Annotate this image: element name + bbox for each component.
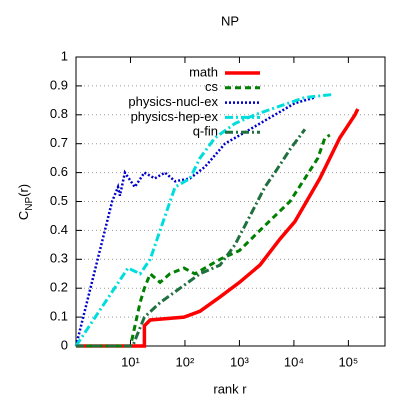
x-tick-label: 10⁴ [284, 354, 304, 369]
y-tick-label: 0.4 [50, 222, 68, 237]
x-tick-label: 10¹ [121, 354, 140, 369]
series-line [74, 93, 333, 347]
y-tick-label: 0.6 [50, 164, 68, 179]
y-tick-label: 0.7 [50, 135, 68, 150]
x-tick-label: 10² [176, 354, 195, 369]
legend-label: physics-hep-ex [131, 109, 219, 124]
y-tick-label: 0.3 [50, 251, 68, 266]
series-line [76, 133, 331, 348]
legend-label: q-fin [193, 124, 218, 139]
y-tick-label: 0.9 [50, 77, 68, 92]
legend-label: physics-nucl-ex [128, 94, 218, 109]
y-tick-label: 0.2 [50, 280, 68, 295]
plot-frame [75, 56, 386, 347]
legend-label: math [189, 64, 218, 79]
y-label-sub: NP [24, 197, 35, 211]
legend-label: cs [205, 79, 219, 94]
series-line [76, 128, 307, 348]
y-tick-label: 1 [61, 48, 68, 63]
x-tick-label: 10³ [230, 354, 249, 369]
series-line [76, 108, 360, 348]
series-line [74, 96, 316, 347]
y-axis-label: CNP(r) [16, 184, 34, 220]
x-tick-label: 10⁵ [338, 354, 358, 369]
y-tick-label: 0.8 [50, 106, 68, 121]
x-axis-label: rank r [213, 381, 247, 396]
y-label-main: C [16, 211, 31, 220]
y-tick-label: 0.5 [50, 193, 68, 208]
y-tick-label: 0 [61, 337, 68, 352]
chart-title: NP [221, 13, 239, 28]
y-label-rest: (r) [16, 184, 31, 197]
y-tick-label: 0.1 [50, 309, 68, 324]
